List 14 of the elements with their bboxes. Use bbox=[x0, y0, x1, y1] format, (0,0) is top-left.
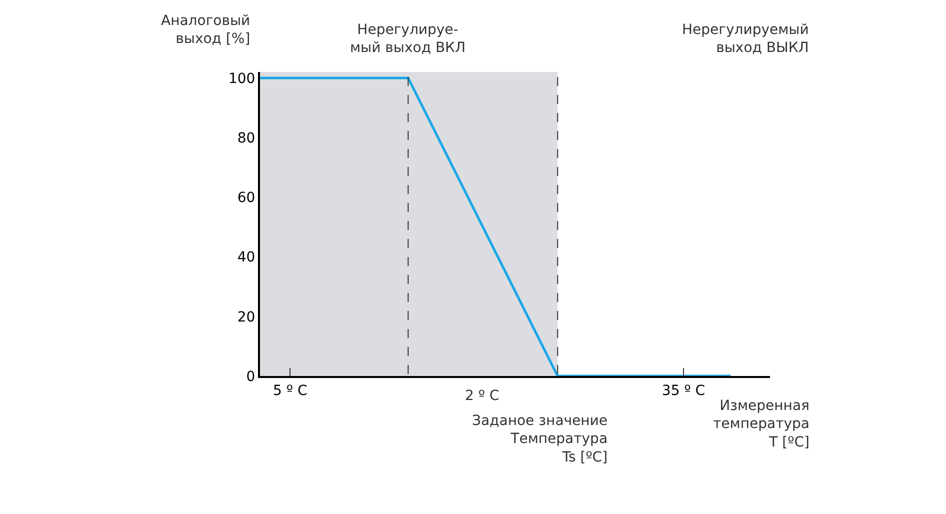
text: Нерегулируе- мый выход ВКЛ bbox=[350, 22, 466, 56]
text: 2 º C bbox=[465, 388, 500, 404]
y-tick-label: 40 bbox=[237, 250, 256, 266]
y-tick-label: 60 bbox=[237, 190, 256, 206]
text: Нерегулируемый выход ВЫКЛ bbox=[682, 22, 809, 56]
y-tick-label: 100 bbox=[228, 70, 256, 87]
y-tick-label: 0 bbox=[246, 368, 256, 385]
x-tick-label: 5 º C bbox=[273, 382, 308, 399]
y-tick-label: 80 bbox=[237, 130, 256, 146]
y-axis-title: Аналоговый выход [%] bbox=[161, 13, 250, 48]
text: Заданое значение Температура Ts [ºC] bbox=[472, 413, 608, 466]
y-tick-label: 20 bbox=[237, 309, 256, 326]
x-axis-title: Измеренная температура T [ºC] bbox=[713, 398, 810, 450]
x-tick-label: 35 º C bbox=[662, 382, 706, 399]
